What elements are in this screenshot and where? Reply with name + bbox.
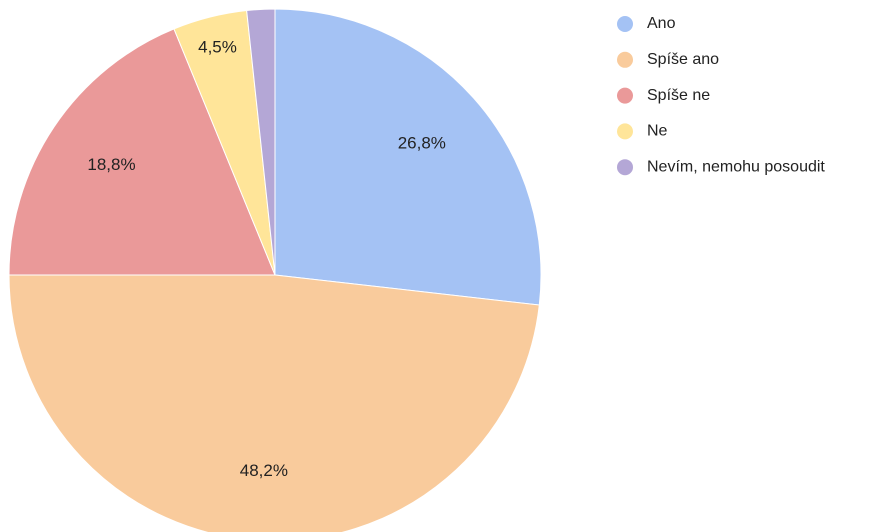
data-label: 18,8% <box>87 155 135 174</box>
legend-label: Spíše ano <box>647 51 719 68</box>
pie-slice <box>8 28 276 276</box>
data-label: 26,8% <box>398 133 446 152</box>
legend-swatch <box>617 159 633 176</box>
pie-slice <box>246 8 276 276</box>
legend-swatch <box>617 87 633 104</box>
legend-label: Spíše ne <box>647 87 710 104</box>
pie-slice <box>8 274 540 532</box>
legend-label: Ne <box>647 123 668 140</box>
pie-slice <box>274 8 542 306</box>
legend-swatch <box>617 51 633 68</box>
data-label: 48,2% <box>240 461 288 480</box>
data-label: 4,5% <box>198 38 237 57</box>
legend-swatch <box>617 16 633 32</box>
legend-label: Nevím, nemohu posoudit <box>647 158 825 175</box>
legend-swatch <box>617 123 633 140</box>
legend-label: Ano <box>647 15 676 32</box>
